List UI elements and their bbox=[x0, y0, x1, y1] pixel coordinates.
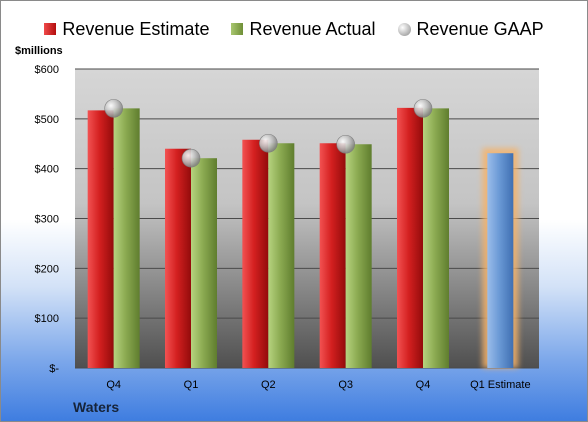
legend-item-revenue-gaap: Revenue GAAP bbox=[397, 18, 544, 40]
x-tick-label: Q2 bbox=[261, 379, 276, 391]
marker-revenue-gaap bbox=[104, 99, 123, 118]
bar-revenue-actual bbox=[268, 143, 295, 368]
x-tick-label: Q4 bbox=[106, 379, 121, 391]
bar-revenue-actual bbox=[113, 108, 140, 368]
y-tick-label: $300 bbox=[35, 214, 59, 226]
company-label: Waters bbox=[73, 399, 120, 415]
legend-swatch-revenue-estimate bbox=[44, 23, 57, 35]
bar-revenue-actual bbox=[191, 158, 217, 368]
legend: Revenue Estimate Revenue Actual Revenue … bbox=[1, 17, 587, 41]
y-axis-unit-label: $millions bbox=[15, 45, 63, 57]
y-tick-label: $400 bbox=[35, 164, 59, 176]
x-tick-label: Q1 Estimate bbox=[470, 379, 531, 391]
legend-label-revenue-estimate: Revenue Estimate bbox=[62, 18, 210, 39]
legend-marker-revenue-gaap bbox=[397, 22, 411, 36]
bar-revenue-estimate bbox=[319, 143, 346, 368]
y-tick-label: $- bbox=[49, 363, 59, 375]
marker-revenue-gaap bbox=[413, 99, 433, 118]
bar-revenue-actual bbox=[345, 144, 372, 368]
legend-label-revenue-gaap: Revenue GAAP bbox=[416, 18, 544, 39]
marker-revenue-gaap bbox=[259, 133, 278, 153]
legend-swatch-revenue-actual bbox=[231, 23, 244, 35]
legend-item-revenue-actual: Revenue Actual bbox=[231, 18, 376, 40]
bar-revenue-estimate bbox=[165, 148, 191, 368]
y-tick-label: $600 bbox=[35, 64, 59, 76]
bar-revenue-estimate bbox=[87, 110, 114, 368]
bar-revenue-estimate bbox=[242, 139, 269, 368]
y-tick-label: $500 bbox=[35, 114, 59, 126]
x-tick-label: Q3 bbox=[338, 379, 353, 391]
marker-revenue-gaap bbox=[336, 134, 355, 154]
x-tick-label: Q4 bbox=[416, 379, 431, 391]
y-tick-label: $200 bbox=[35, 263, 59, 275]
legend-label-revenue-actual: Revenue Actual bbox=[249, 18, 376, 39]
bar-q1-estimate bbox=[487, 153, 514, 368]
y-tick-label: $100 bbox=[35, 313, 59, 325]
bar-revenue-actual bbox=[423, 108, 449, 368]
x-tick-label: Q1 bbox=[184, 379, 199, 391]
marker-revenue-gaap bbox=[181, 148, 201, 168]
bar-revenue-estimate bbox=[397, 107, 423, 369]
legend-item-revenue-estimate: Revenue Estimate bbox=[44, 19, 209, 40]
